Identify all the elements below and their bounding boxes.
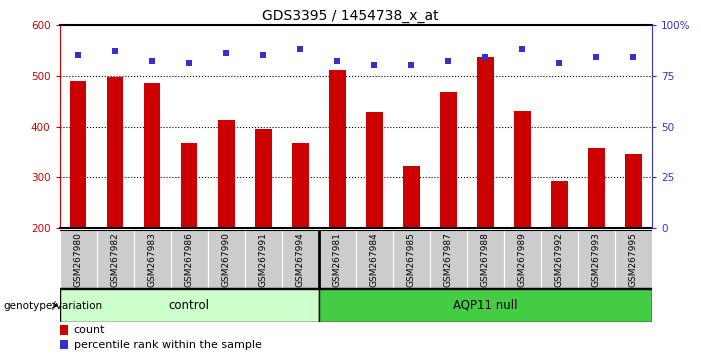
Bar [60,340,69,349]
Bar [255,129,271,228]
Bar [319,289,652,322]
Text: GSM267985: GSM267985 [407,232,416,287]
Bar [625,154,641,228]
Bar [282,230,319,289]
Text: GSM267994: GSM267994 [296,232,305,287]
Bar [467,230,504,289]
Bar [70,81,86,228]
Point [257,52,268,58]
Point [443,59,454,64]
Text: AQP11 null: AQP11 null [453,299,517,312]
Point [517,46,528,52]
Bar [403,166,420,228]
Point [369,63,380,68]
Bar [430,230,467,289]
Bar [218,120,235,228]
Text: GSM267980: GSM267980 [74,232,83,287]
Bar [207,230,245,289]
Bar [144,83,161,228]
Point [332,59,343,64]
Bar [393,230,430,289]
Text: GSM267981: GSM267981 [333,232,342,287]
Point [147,59,158,64]
Text: GSM267995: GSM267995 [629,232,638,287]
Bar [578,230,615,289]
Bar [245,230,282,289]
Bar [366,112,383,228]
Point [591,55,602,60]
Point [72,52,83,58]
Bar [514,111,531,228]
Point [628,55,639,60]
Bar [97,230,134,289]
Text: genotype/variation: genotype/variation [4,301,102,310]
Text: GSM267991: GSM267991 [259,232,268,287]
Bar [60,325,69,335]
Bar [355,230,393,289]
Text: GSM267989: GSM267989 [518,232,527,287]
Text: GSM267983: GSM267983 [148,232,156,287]
Text: GSM267988: GSM267988 [481,232,490,287]
Bar [440,92,456,228]
Text: GSM267982: GSM267982 [111,232,120,287]
Point [109,48,121,54]
Bar [504,230,541,289]
Text: GSM267990: GSM267990 [222,232,231,287]
Point [479,55,491,60]
Text: GSM267986: GSM267986 [184,232,193,287]
Bar [107,77,123,228]
Text: control: control [169,299,210,312]
Point [406,63,417,68]
Text: count: count [74,325,105,335]
Text: percentile rank within the sample: percentile rank within the sample [74,339,261,350]
Point [554,61,565,66]
Bar [319,230,355,289]
Text: GSM267993: GSM267993 [592,232,601,287]
Text: GSM267992: GSM267992 [555,232,564,287]
Text: GSM267987: GSM267987 [444,232,453,287]
Bar [60,230,97,289]
Bar [134,230,170,289]
Bar [541,230,578,289]
Bar [181,143,198,228]
Bar [551,181,568,228]
Bar [170,230,207,289]
Bar [477,57,494,228]
Bar [588,148,605,228]
Point [294,46,306,52]
Bar [292,143,308,228]
Bar [329,70,346,228]
Text: GDS3395 / 1454738_x_at: GDS3395 / 1454738_x_at [262,9,439,23]
Bar [615,230,652,289]
Point [184,61,195,66]
Point [221,51,232,56]
Text: GSM267984: GSM267984 [369,232,379,287]
Bar [60,289,319,322]
